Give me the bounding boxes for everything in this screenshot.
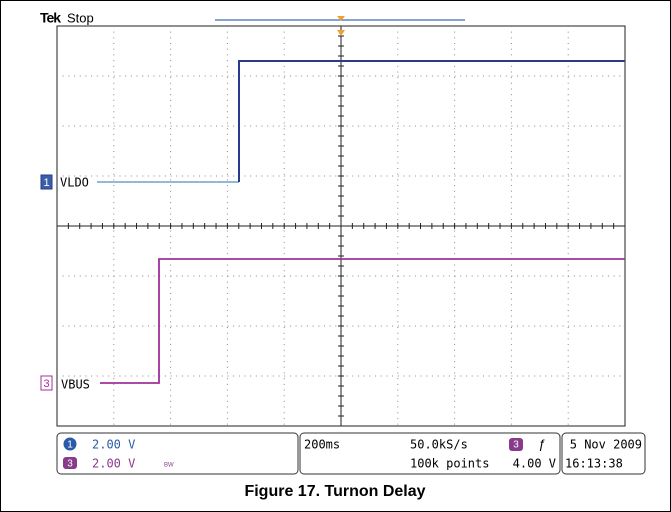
ch3-badge [63, 457, 77, 469]
ch3-scale: 2.00 V [92, 457, 135, 471]
ch1-marker [40, 174, 53, 190]
trigger-position-top [337, 16, 345, 21]
vertical-box [56, 432, 299, 475]
ch1-badge-number: 1 [67, 440, 73, 451]
ch1-marker-number: 1 [43, 177, 49, 189]
ch1-badge [63, 437, 77, 451]
trigger-level: 4.00 V [513, 457, 556, 471]
bandwidth-limit: BW [164, 463, 174, 469]
trigger-channel-badge [509, 438, 523, 451]
ch3-trace [100, 258, 625, 384]
ch3-marker-number: 3 [43, 378, 49, 390]
ch1-scale: 2.00 V [92, 438, 135, 452]
time: 16:13:38 [565, 457, 623, 471]
trigger-slope: ƒ [538, 436, 545, 451]
record-length: 100k points [410, 457, 489, 471]
horizontal-box [299, 432, 561, 475]
sample-rate: 50.0kS/s [410, 438, 468, 452]
status: Stop [67, 10, 94, 25]
timebase: 200ms [304, 438, 340, 452]
datetime-box [561, 432, 646, 475]
date: 5 Nov 2009 [570, 438, 642, 452]
trigger-channel: 3 [513, 440, 519, 451]
ch3-badge-number: 3 [67, 459, 73, 470]
ch1-label: VLDO [60, 176, 89, 190]
graticule [56, 25, 626, 427]
brand: Tek [40, 10, 61, 26]
ch1-trace-high [238, 60, 625, 182]
trigger-marker [337, 30, 345, 36]
ch3-label: VBUS [61, 378, 90, 392]
ch3-marker [40, 375, 53, 391]
caption: Figure 17. Turnon Delay [244, 483, 425, 500]
